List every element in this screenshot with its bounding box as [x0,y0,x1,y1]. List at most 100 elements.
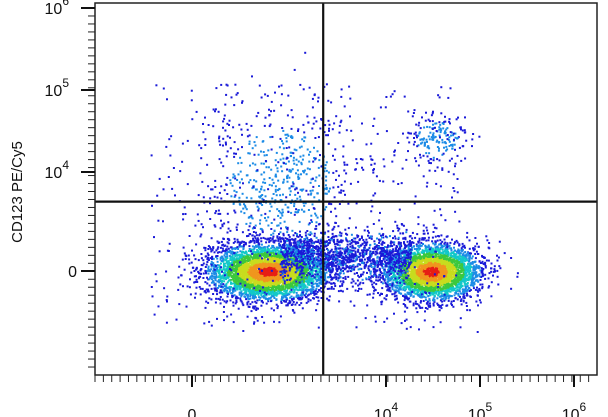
data-point [315,245,318,248]
data-point [231,275,234,278]
data-point [319,279,322,282]
data-point [342,270,344,272]
data-point [292,269,295,272]
data-point [188,262,191,265]
data-point [260,290,263,293]
data-point [232,259,235,262]
data-point [285,292,288,295]
data-point [231,271,234,274]
data-point [286,285,289,288]
data-point [213,277,216,280]
data-point [286,304,289,307]
data-point [278,250,281,253]
data-point [226,291,229,294]
data-point [184,254,187,257]
data-point [216,247,219,250]
data-point [305,288,308,291]
data-point [281,287,284,290]
data-point [316,284,319,287]
data-point [275,292,278,295]
data-point [390,284,393,287]
data-point [305,280,308,283]
data-point [244,280,247,283]
data-point [420,300,422,303]
data-point [265,284,268,287]
data-point [289,257,292,260]
data-point [249,266,252,269]
data-point [270,282,273,285]
data-point [305,296,308,299]
data-point [193,254,196,257]
data-point [307,298,310,301]
data-point [262,246,265,249]
data-point [312,283,315,285]
data-point [222,271,225,274]
data-point [378,294,381,297]
data-point [318,271,321,274]
data-point [301,254,304,257]
data-point [228,251,231,254]
data-point [275,260,278,263]
data-point [313,267,316,269]
data-point [220,260,223,262]
data-point [318,275,321,278]
data-point [272,254,275,257]
data-point [263,271,266,274]
data-point [254,272,257,275]
data-point [216,270,219,273]
data-point [463,297,466,299]
data-point [289,262,292,265]
data-point [249,289,252,292]
data-point [294,262,297,265]
data-point [240,253,243,256]
data-point [252,253,255,256]
data-point [288,245,291,248]
data-point [275,262,278,265]
data-point [228,289,231,292]
data-point [247,282,250,285]
data-point [177,276,180,279]
data-point [225,284,228,287]
data-point [300,236,303,238]
data-point [270,276,273,279]
data-point [306,269,309,272]
data-point [445,247,448,250]
data-point [307,276,310,279]
data-point [236,278,239,281]
data-point [362,282,365,285]
data-point [257,242,260,245]
data-point [432,304,435,307]
data-point [303,275,306,278]
data-point [301,282,303,285]
data-point [291,269,294,272]
data-point [261,277,263,279]
data-point [272,245,275,247]
data-point [193,275,196,278]
data-point [163,287,166,290]
data-point [219,246,222,249]
data-point [252,268,255,271]
data-point [223,275,225,278]
data-point [236,286,239,289]
data-point [272,277,275,280]
data-point [251,275,254,278]
data-point [243,284,245,287]
data-point [210,260,213,263]
data-point [249,295,252,298]
data-point [209,246,211,249]
data-point [204,247,207,249]
data-point [267,244,270,247]
data-point [213,271,216,274]
data-point [226,257,229,260]
data-point [268,248,271,251]
data-point [271,273,274,276]
data-point [229,256,232,258]
data-point [453,246,455,249]
data-point [309,299,312,302]
data-point [218,270,221,272]
data-point [269,237,272,240]
data-point [317,284,320,287]
data-point [278,233,280,235]
data-point [468,271,471,274]
